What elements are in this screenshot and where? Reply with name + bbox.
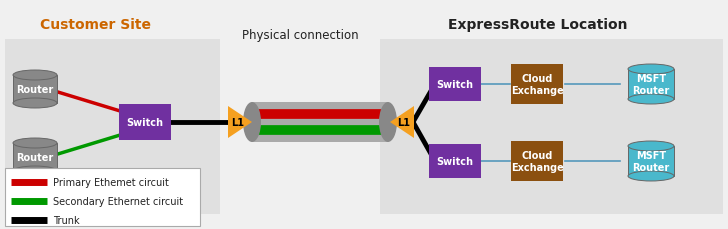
Text: Router: Router bbox=[16, 85, 54, 95]
Text: ExpressRoute Location: ExpressRoute Location bbox=[448, 18, 628, 32]
Text: Secondary Ethernet circuit: Secondary Ethernet circuit bbox=[53, 196, 183, 206]
FancyBboxPatch shape bbox=[628, 146, 674, 176]
Ellipse shape bbox=[13, 71, 57, 81]
Text: MSFT
Router: MSFT Router bbox=[633, 74, 670, 95]
Text: Switch: Switch bbox=[127, 117, 164, 128]
Ellipse shape bbox=[243, 103, 261, 142]
Ellipse shape bbox=[628, 95, 674, 105]
Ellipse shape bbox=[379, 103, 397, 142]
Polygon shape bbox=[228, 106, 252, 138]
FancyBboxPatch shape bbox=[380, 40, 723, 214]
Text: L1: L1 bbox=[232, 117, 245, 128]
Ellipse shape bbox=[628, 65, 674, 75]
Text: L1: L1 bbox=[397, 117, 411, 128]
Text: Primary Ethemet circuit: Primary Ethemet circuit bbox=[53, 177, 169, 187]
Ellipse shape bbox=[628, 171, 674, 181]
FancyBboxPatch shape bbox=[429, 144, 481, 178]
Text: Cloud
Exchange: Cloud Exchange bbox=[510, 74, 563, 95]
Ellipse shape bbox=[628, 141, 674, 151]
FancyBboxPatch shape bbox=[5, 168, 200, 226]
FancyBboxPatch shape bbox=[429, 68, 481, 101]
FancyBboxPatch shape bbox=[13, 143, 57, 171]
FancyBboxPatch shape bbox=[628, 70, 674, 100]
Ellipse shape bbox=[13, 138, 57, 148]
Text: Switch: Switch bbox=[437, 156, 473, 166]
Text: Customer Site: Customer Site bbox=[40, 18, 151, 32]
FancyBboxPatch shape bbox=[13, 76, 57, 104]
FancyBboxPatch shape bbox=[119, 105, 171, 140]
Ellipse shape bbox=[13, 166, 57, 176]
Text: Router: Router bbox=[16, 152, 54, 162]
FancyBboxPatch shape bbox=[252, 103, 388, 142]
Text: Cloud
Exchange: Cloud Exchange bbox=[510, 150, 563, 172]
Polygon shape bbox=[390, 106, 414, 138]
FancyBboxPatch shape bbox=[511, 141, 563, 181]
FancyBboxPatch shape bbox=[5, 40, 220, 214]
FancyBboxPatch shape bbox=[511, 65, 563, 105]
Text: Trunk: Trunk bbox=[53, 215, 79, 225]
Text: Physical connection: Physical connection bbox=[242, 28, 358, 41]
Text: MSFT
Router: MSFT Router bbox=[633, 150, 670, 172]
Ellipse shape bbox=[13, 98, 57, 109]
Text: Switch: Switch bbox=[437, 80, 473, 90]
